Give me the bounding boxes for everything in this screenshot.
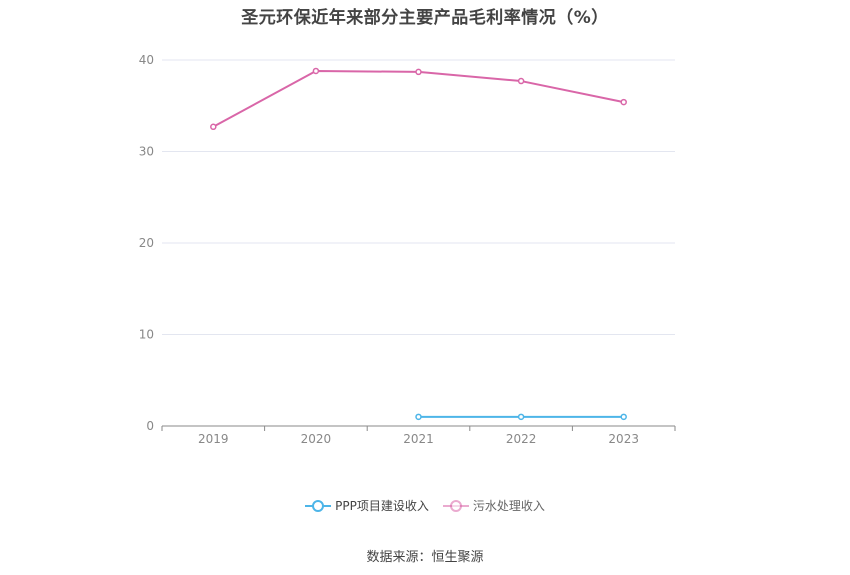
data-point — [620, 98, 627, 106]
data-point — [210, 123, 217, 131]
x-tick-label: 2022 — [506, 432, 537, 446]
data-point — [415, 68, 422, 76]
axis-layer: 0 10 20 30 40 2019 2020 2021 2022 2023 — [139, 53, 676, 446]
chart-title: 圣元环保近年来部分主要产品毛利率情况（%） — [241, 8, 609, 28]
legend-item-ppp[interactable]: PPP项目建设收入 — [305, 497, 429, 514]
data-point — [517, 413, 525, 421]
grid-layer — [162, 59, 675, 335]
legend-item-sewage[interactable]: 污水处理收入 — [442, 497, 545, 514]
x-tick-label: 2021 — [403, 432, 434, 446]
data-point — [415, 413, 422, 421]
legend-label: 污水处理收入 — [472, 499, 545, 513]
series-line-1 — [212, 69, 624, 128]
series-layer — [210, 67, 627, 421]
x-tick-label: 2020 — [301, 432, 332, 446]
y-tick-label: 10 — [139, 328, 154, 342]
chart-legend: PPP项目建设收入 污水处理收入 — [0, 497, 850, 514]
data-point — [620, 413, 627, 421]
x-tick-label: 2019 — [198, 432, 229, 446]
x-tick-label: 2023 — [608, 432, 639, 446]
data-point — [312, 67, 320, 75]
legend-label: PPP项目建设收入 — [335, 499, 429, 513]
y-tick-label: 30 — [139, 145, 154, 159]
y-tick-label: 20 — [139, 236, 154, 250]
data-point — [517, 77, 525, 85]
legend-line-marker-icon — [442, 499, 469, 512]
y-tick-label: 0 — [146, 419, 154, 433]
legend-line-marker-icon — [305, 499, 332, 512]
y-tick-label: 40 — [139, 53, 154, 67]
source-note: 数据来源：恒生聚源 — [366, 550, 484, 565]
